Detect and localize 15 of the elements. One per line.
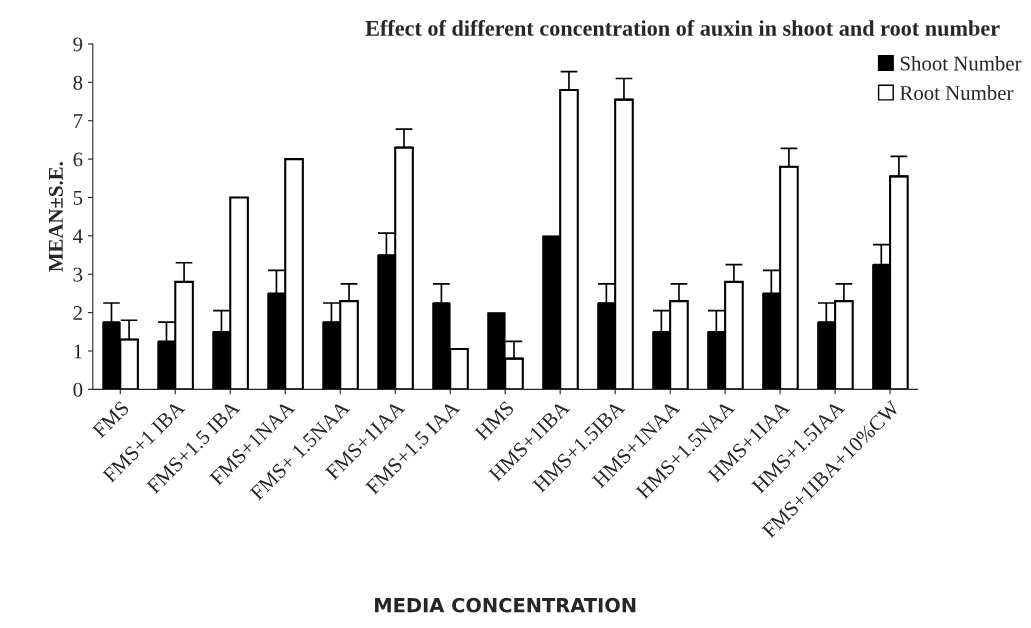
y-tick-label: 9 (73, 37, 83, 52)
y-tick-label: 4 (73, 229, 83, 244)
x-axis-title: MEDIA CONCENTRATION (375, 597, 636, 613)
y-tick-label: 8 (73, 75, 83, 90)
y-tick-label: 3 (73, 267, 83, 282)
y-tick-label: 2 (73, 306, 82, 320)
chart-title: Effect of different concentration of auxin in shoot and root number (365, 19, 1000, 36)
y-tick-label: 7 (74, 114, 83, 128)
y-tick-label: 6 (73, 152, 83, 167)
y-axis-title: MEAN±S.E. (48, 162, 63, 272)
legend-label: Shoot Number (900, 55, 1022, 71)
y-tick-label: 5 (73, 191, 83, 205)
y-tick-label: 1 (74, 344, 82, 359)
y-tick-label: 0 (73, 382, 83, 397)
legend-label: Root Number (900, 85, 1014, 101)
